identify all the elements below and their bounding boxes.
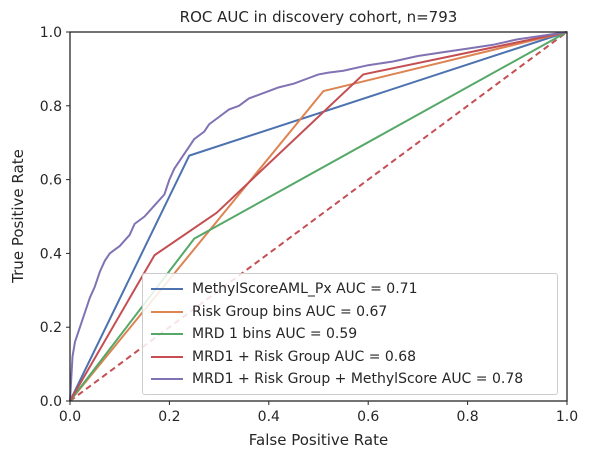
legend-label: MethylScoreAML_Px AUC = 0.71 [192,281,418,298]
y-axis-label: True Positive Rate [9,149,27,283]
legend-item: MethylScoreAML_Px AUC = 0.71 [143,278,557,301]
x-axis-label: False Positive Rate [248,431,389,449]
series-line-1 [69,31,568,402]
legend-swatch [151,333,183,336]
x-tick-label: 0.6 [357,409,379,425]
x-tick-label: 0.4 [258,409,280,425]
legend-label: MRD1 + Risk Group + MethylScore AUC = 0.… [192,371,524,388]
y-tick-label: 0.4 [40,246,62,262]
legend-label: MRD 1 bins AUC = 0.59 [192,326,358,343]
y-tick-label: 0.0 [40,394,62,410]
series-line-4 [69,31,568,402]
chart-title: ROC AUC in discovery cohort, n=793 [179,8,458,26]
legend-item: MRD1 + Risk Group AUC = 0.68 [143,346,557,369]
y-tick-label: 0.6 [40,173,62,189]
legend-swatch [151,288,183,291]
x-tick-label: 0.8 [456,409,478,425]
plot-frame [69,31,568,402]
legend-item: MRD 1 bins AUC = 0.59 [143,323,557,346]
x-tick-label: 0.0 [59,409,81,425]
y-tick-label: 0.2 [40,320,62,336]
legend-swatch [151,355,183,358]
y-tick-label: 0.8 [40,99,62,115]
legend-item: Risk Group bins AUC = 0.67 [143,301,557,324]
legend-item: MRD1 + Risk Group + MethylScore AUC = 0.… [143,368,557,391]
series-line-5 [69,31,568,402]
x-tick-label: 1.0 [556,409,578,425]
x-tick-label: 0.2 [158,409,180,425]
legend: MethylScoreAML_Px AUC = 0.71 Risk Group b… [142,273,558,395]
series-line-3 [69,31,568,402]
y-tick-label: 1.0 [40,25,62,41]
legend-label: MRD1 + Risk Group AUC = 0.68 [192,348,417,365]
legend-label: Risk Group bins AUC = 0.67 [192,303,388,320]
legend-swatch [151,378,183,381]
legend-swatch [151,310,183,313]
